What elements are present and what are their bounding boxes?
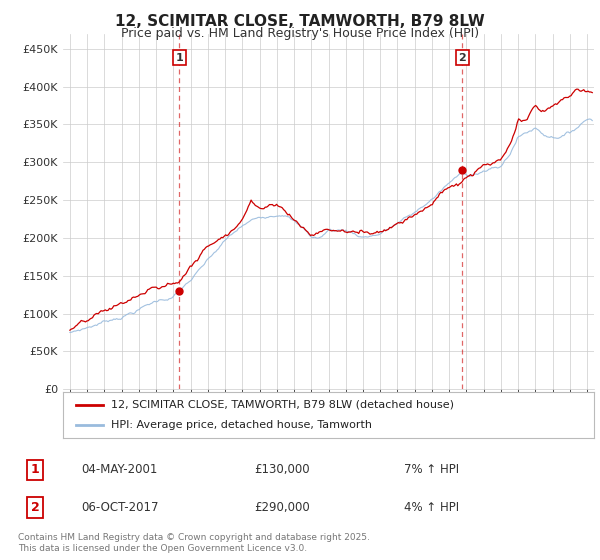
- Text: 1: 1: [175, 53, 183, 63]
- Text: £290,000: £290,000: [254, 501, 310, 514]
- Text: 06-OCT-2017: 06-OCT-2017: [81, 501, 158, 514]
- Text: 4% ↑ HPI: 4% ↑ HPI: [404, 501, 459, 514]
- Text: Price paid vs. HM Land Registry's House Price Index (HPI): Price paid vs. HM Land Registry's House …: [121, 27, 479, 40]
- Text: 7% ↑ HPI: 7% ↑ HPI: [404, 464, 459, 477]
- Text: 12, SCIMITAR CLOSE, TAMWORTH, B79 8LW: 12, SCIMITAR CLOSE, TAMWORTH, B79 8LW: [115, 14, 485, 29]
- Text: 04-MAY-2001: 04-MAY-2001: [81, 464, 157, 477]
- Text: 12, SCIMITAR CLOSE, TAMWORTH, B79 8LW (detached house): 12, SCIMITAR CLOSE, TAMWORTH, B79 8LW (d…: [111, 400, 454, 410]
- Text: £130,000: £130,000: [254, 464, 310, 477]
- Text: 1: 1: [31, 464, 40, 477]
- Text: HPI: Average price, detached house, Tamworth: HPI: Average price, detached house, Tamw…: [111, 420, 372, 430]
- Text: Contains HM Land Registry data © Crown copyright and database right 2025.
This d: Contains HM Land Registry data © Crown c…: [18, 533, 370, 553]
- Text: 2: 2: [31, 501, 40, 514]
- Text: 2: 2: [458, 53, 466, 63]
